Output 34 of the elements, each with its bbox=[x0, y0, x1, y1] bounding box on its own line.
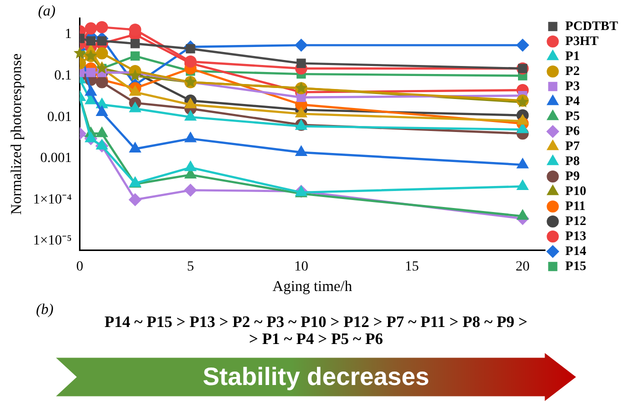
legend-label: P15 bbox=[565, 258, 587, 273]
y-tick-label: 1×10⁻⁵ bbox=[32, 234, 72, 249]
legend-label: P7 bbox=[565, 138, 580, 153]
legend-label: P2 bbox=[565, 62, 580, 78]
text: (a) bbox=[38, 3, 56, 20]
x-tick-label: 5 bbox=[186, 259, 194, 274]
legend-label: P10 bbox=[565, 182, 586, 198]
legend-label: P8 bbox=[565, 152, 580, 168]
legend-label: P3HT bbox=[565, 32, 599, 48]
legend-label: P9 bbox=[565, 168, 580, 183]
legend-label: P12 bbox=[565, 212, 586, 228]
x-tick-label: 10 bbox=[294, 259, 308, 274]
x-axis-title: Aging time/h bbox=[272, 278, 353, 295]
legend-label: P11 bbox=[565, 198, 586, 213]
legend-label: P4 bbox=[565, 92, 580, 108]
y-tick-label: 0.1 bbox=[54, 68, 72, 84]
text: (b) bbox=[36, 302, 54, 319]
legend-label: P5 bbox=[565, 108, 580, 123]
text: P14 ~ P15 > P13 > P2 ~ P3 ~ P10 > P12 > P7 ~ P11 > P8 ~ P9 > > P1 ~ P4 > P5 ~ P6 bbox=[104, 314, 528, 348]
y-tick-label: 0.001 bbox=[40, 151, 72, 166]
x-tick-label: 0 bbox=[76, 259, 84, 274]
legend-label: PCDTBT bbox=[565, 18, 618, 33]
legend-label: P3 bbox=[565, 78, 580, 93]
y-axis-title: Normalized photoresponse bbox=[8, 53, 25, 215]
x-tick-label: 15 bbox=[404, 259, 419, 274]
x-tick-label: 20 bbox=[516, 259, 530, 274]
legend-label: P14 bbox=[565, 242, 587, 258]
legend-label: P13 bbox=[565, 228, 587, 243]
legend-label: P1 bbox=[565, 48, 580, 63]
legend-label: P6 bbox=[565, 122, 580, 138]
y-tick-label: 1 bbox=[64, 27, 72, 42]
y-tick-label: 0.01 bbox=[47, 110, 72, 125]
y-tick-label: 1×10⁻⁴ bbox=[32, 192, 72, 208]
text: Stability decreases bbox=[202, 362, 430, 393]
